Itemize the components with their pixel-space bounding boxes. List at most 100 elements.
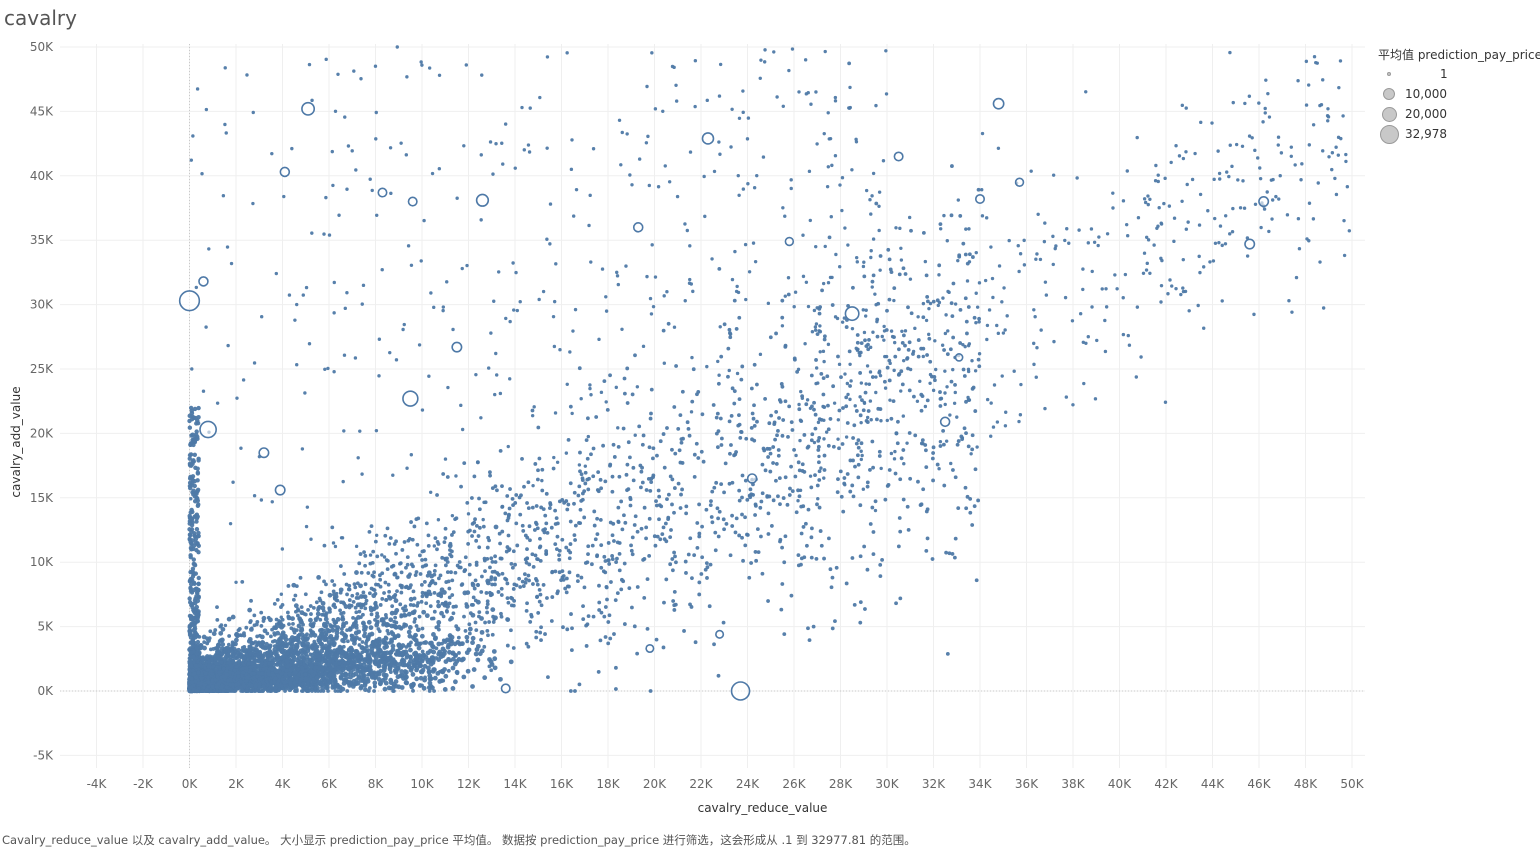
data-point xyxy=(704,561,709,566)
data-point xyxy=(221,666,226,671)
data-point xyxy=(780,545,784,550)
data-point xyxy=(741,558,745,563)
data-point xyxy=(586,614,591,618)
data-point xyxy=(477,496,481,501)
data-point xyxy=(670,502,674,507)
data-point xyxy=(840,442,845,446)
data-point xyxy=(408,647,413,653)
data-point xyxy=(645,626,650,631)
data-point xyxy=(514,521,519,526)
data-point xyxy=(716,534,721,539)
data-point xyxy=(366,672,371,677)
data-point xyxy=(354,617,359,621)
data-point xyxy=(409,640,413,645)
data-point xyxy=(564,499,569,503)
data-point xyxy=(465,668,471,674)
data-point xyxy=(327,659,332,664)
data-point xyxy=(774,410,779,414)
data-point xyxy=(961,241,966,246)
data-point xyxy=(220,641,226,647)
data-point xyxy=(807,638,812,643)
data-point xyxy=(332,583,337,587)
data-point xyxy=(374,621,379,626)
data-point xyxy=(323,616,329,622)
data-point xyxy=(363,606,368,611)
data-point xyxy=(898,477,903,482)
data-point xyxy=(595,516,600,521)
data-point xyxy=(399,570,404,575)
data-point xyxy=(958,214,963,218)
data-point xyxy=(539,625,543,630)
data-point xyxy=(783,399,788,404)
data-point xyxy=(363,627,368,632)
data-point xyxy=(432,667,437,673)
data-point xyxy=(577,366,582,371)
data-point xyxy=(352,582,357,587)
data-point xyxy=(296,633,300,638)
data-point xyxy=(301,622,305,627)
data-point xyxy=(573,523,578,528)
data-point xyxy=(836,477,840,482)
data-point xyxy=(877,454,882,458)
data-point xyxy=(963,252,968,257)
data-point xyxy=(724,522,729,526)
data-point xyxy=(270,672,274,677)
data-point xyxy=(393,679,399,684)
data-point xyxy=(393,670,399,675)
data-point xyxy=(373,591,378,596)
data-point xyxy=(555,591,560,596)
data-point xyxy=(455,563,460,568)
data-point xyxy=(822,453,827,458)
data-point xyxy=(700,555,705,560)
data-point xyxy=(856,462,861,467)
data-point xyxy=(443,600,448,605)
data-point xyxy=(427,689,432,693)
data-point xyxy=(927,336,932,341)
data-point xyxy=(499,593,504,597)
data-point xyxy=(841,406,845,410)
data-point xyxy=(924,465,929,469)
data-point xyxy=(464,634,470,640)
data-point xyxy=(701,459,706,464)
data-point xyxy=(766,599,770,603)
data-point xyxy=(440,601,445,606)
data-point xyxy=(766,511,771,516)
data-point xyxy=(535,557,539,561)
data-point xyxy=(397,661,403,667)
data-point xyxy=(962,374,967,378)
data-point xyxy=(787,493,792,497)
data-point xyxy=(415,627,421,633)
data-point xyxy=(597,600,602,605)
data-point xyxy=(568,519,573,524)
data-point xyxy=(716,516,721,521)
data-point xyxy=(587,476,591,481)
data-point xyxy=(395,589,399,594)
data-point xyxy=(375,554,380,559)
data-point xyxy=(647,445,652,450)
data-point xyxy=(447,601,452,606)
data-point xyxy=(467,622,472,627)
data-point xyxy=(692,553,697,558)
data-point xyxy=(965,331,969,336)
data-point xyxy=(580,497,585,502)
data-point xyxy=(870,279,875,284)
data-point xyxy=(899,456,904,461)
data-point xyxy=(691,367,696,372)
data-point xyxy=(411,589,416,594)
data-point xyxy=(648,416,653,421)
data-point xyxy=(686,427,691,431)
data-point xyxy=(351,600,356,604)
data-point xyxy=(353,649,359,654)
data-point xyxy=(817,478,822,482)
data-point xyxy=(597,608,602,612)
data-point xyxy=(679,492,683,497)
data-point xyxy=(543,632,547,636)
data-point xyxy=(466,529,471,534)
data-point xyxy=(372,659,378,664)
data-point xyxy=(491,649,497,654)
data-point xyxy=(442,687,448,692)
data-point xyxy=(383,673,389,678)
data-point xyxy=(748,487,753,492)
data-point xyxy=(657,517,661,522)
